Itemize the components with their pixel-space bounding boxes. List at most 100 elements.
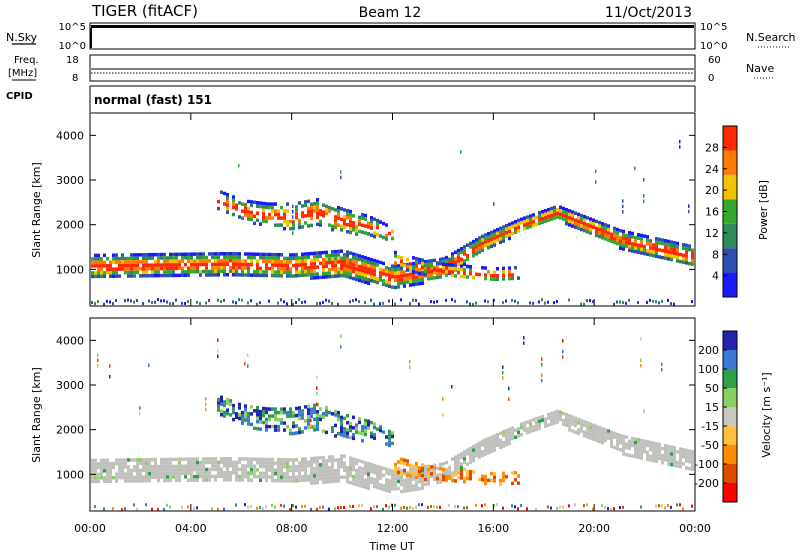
- scatter-cell: [247, 422, 250, 426]
- scatter-cell: [196, 478, 199, 482]
- scatter-cell: [283, 263, 286, 268]
- scatter-cell: [127, 458, 130, 462]
- scatter-cell: [247, 266, 250, 270]
- scatter-cell: [124, 267, 127, 271]
- scatter-cell: [664, 444, 667, 448]
- scatter-cell: [388, 486, 391, 490]
- scatter-cell: [310, 481, 313, 485]
- scatter-cell: [247, 460, 250, 465]
- scatter-cell: [163, 270, 166, 274]
- scatter-cell: [622, 441, 625, 446]
- scatter-cell: [136, 468, 139, 473]
- scatter-cell: [613, 240, 616, 245]
- scatter-cell: [460, 465, 463, 470]
- scatter-cell: [367, 475, 370, 480]
- colorbar-segment: [723, 407, 737, 426]
- scatter-cell: [406, 471, 409, 475]
- scatter-cell: [145, 267, 148, 271]
- scatter-cell: [118, 475, 121, 480]
- scatter-cell: [400, 263, 403, 267]
- clutter-cell: [532, 301, 534, 305]
- scatter-cell: [562, 206, 565, 211]
- scatter-cell: [253, 214, 256, 219]
- scatter-cell: [424, 267, 427, 271]
- scatter-cell: [619, 437, 622, 442]
- scatter-cell: [373, 484, 376, 489]
- scatter-cell: [223, 474, 226, 479]
- scatter-cell: [136, 479, 139, 483]
- scatter-cell: [646, 443, 649, 448]
- scatter-cell: [364, 217, 367, 221]
- scatter-cell: [217, 471, 220, 475]
- scatter-cell: [268, 424, 271, 429]
- scatter-cell: [334, 263, 337, 268]
- scatter-cell: [226, 203, 229, 207]
- noise-cell: [292, 204, 294, 209]
- scatter-cell: [550, 206, 553, 211]
- scatter-cell: [298, 468, 301, 472]
- scatter-cell: [439, 257, 442, 262]
- scatter-cell: [259, 461, 262, 465]
- scatter-cell: [454, 263, 457, 268]
- scatter-cell: [550, 210, 553, 214]
- scatter-cell: [205, 460, 208, 465]
- scatter-cell: [577, 219, 580, 224]
- scatter-cell: [679, 259, 682, 264]
- scatter-cell: [439, 466, 442, 471]
- clutter-cell: [382, 301, 384, 305]
- scatter-cell: [115, 458, 118, 462]
- scatter-cell: [622, 243, 625, 248]
- clutter-cell: [412, 298, 414, 302]
- scatter-cell: [301, 214, 304, 219]
- clutter-cell: [430, 504, 432, 508]
- clutter-cell: [283, 504, 285, 508]
- scatter-cell: [349, 470, 352, 474]
- scatter-cell: [616, 436, 619, 440]
- scatter-cell: [328, 465, 331, 470]
- scatter-cell: [247, 418, 250, 423]
- scatter-cell: [127, 475, 130, 480]
- scatter-cell: [208, 474, 211, 479]
- scatter-cell: [484, 481, 487, 486]
- scatter-cell: [235, 266, 238, 270]
- scatter-cell: [211, 457, 214, 461]
- scatter-cell: [262, 219, 265, 223]
- scatter-cell: [100, 271, 103, 275]
- scatter-cell: [382, 473, 385, 478]
- scatter-cell: [529, 224, 532, 229]
- scatter-cell: [301, 468, 304, 472]
- scatter-cell: [556, 215, 559, 219]
- scatter-cell: [415, 468, 418, 473]
- scatter-cell: [592, 430, 595, 434]
- scatter-cell: [199, 460, 202, 465]
- clutter-cell: [334, 507, 336, 511]
- scatter-cell: [226, 470, 229, 475]
- scatter-cell: [391, 479, 394, 484]
- clutter-cell: [376, 505, 378, 509]
- scatter-cell: [355, 232, 358, 236]
- scatter-cell: [352, 436, 355, 441]
- scatter-cell: [325, 413, 328, 417]
- scatter-cell: [280, 267, 283, 271]
- scatter-cell: [301, 211, 304, 215]
- scatter-cell: [109, 468, 112, 473]
- scatter-cell: [100, 257, 103, 261]
- scatter-cell: [511, 426, 514, 430]
- scatter-cell: [559, 212, 562, 217]
- scatter-cell: [469, 457, 472, 461]
- scatter-cell: [688, 247, 691, 252]
- scatter-cell: [418, 466, 421, 470]
- scatter-cell: [352, 262, 355, 267]
- scatter-cell: [289, 414, 292, 418]
- scatter-cell: [355, 270, 358, 275]
- scatter-cell: [343, 465, 346, 469]
- scatter-cell: [337, 256, 340, 261]
- scatter-cell: [235, 269, 238, 274]
- scatter-cell: [478, 455, 481, 459]
- scatter-cell: [316, 275, 319, 280]
- scatter-cell: [289, 410, 292, 415]
- scatter-cell: [391, 441, 394, 446]
- scatter-cell: [196, 457, 199, 461]
- clutter-cell: [103, 507, 105, 511]
- scatter-cell: [166, 464, 169, 469]
